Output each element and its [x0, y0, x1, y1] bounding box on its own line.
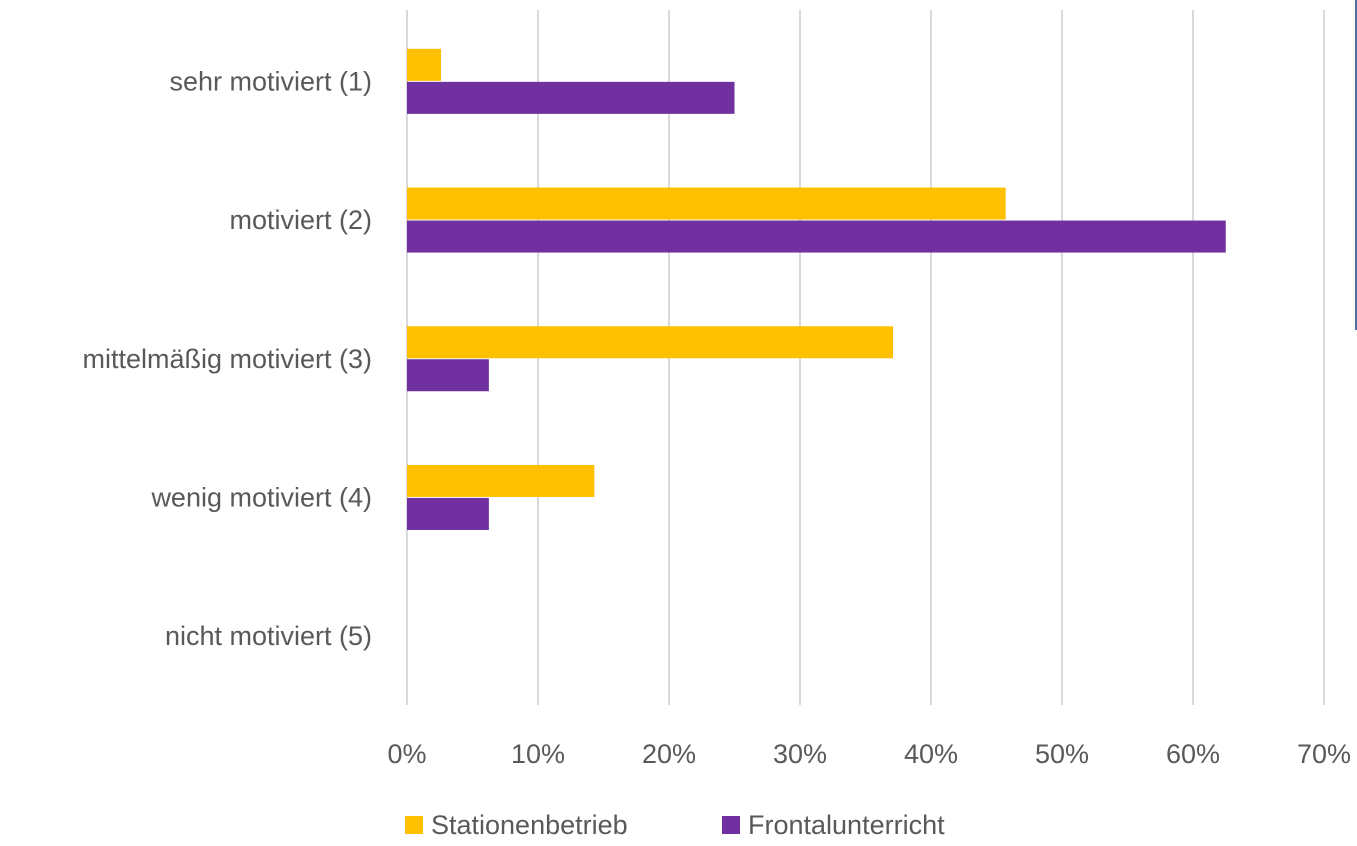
- bar-frontalunterricht: [407, 497, 489, 530]
- category-label: mittelmäßig motiviert (3): [82, 344, 372, 374]
- tick-labels: 0% 10% 20% 30% 40% 50% 60% 70%: [387, 739, 1351, 769]
- category-label: motiviert (2): [229, 205, 372, 235]
- bars: [407, 48, 1226, 530]
- legend-label: Frontalunterricht: [748, 810, 945, 840]
- bar-stationenbetrieb: [407, 48, 442, 81]
- legend-swatch: [722, 816, 740, 834]
- tick-label: 30%: [773, 739, 827, 769]
- legend: Stationenbetrieb Frontalunterricht: [405, 810, 945, 840]
- legend-label: Stationenbetrieb: [431, 810, 628, 840]
- tick-label: 50%: [1035, 739, 1089, 769]
- window-edge: [1355, 0, 1357, 330]
- tick-label: 40%: [904, 739, 958, 769]
- tick-label: 0%: [387, 739, 426, 769]
- category-label: sehr motiviert (1): [169, 66, 372, 96]
- bar-stationenbetrieb: [407, 187, 1006, 220]
- tick-label: 20%: [642, 739, 696, 769]
- bar-stationenbetrieb: [407, 464, 595, 497]
- bar-frontalunterricht: [407, 81, 735, 114]
- legend-swatch: [405, 816, 423, 834]
- tick-label: 70%: [1297, 739, 1351, 769]
- category-label: nicht motiviert (5): [165, 621, 372, 651]
- bar-stationenbetrieb: [407, 326, 894, 359]
- tick-label: 10%: [511, 739, 565, 769]
- category-labels: sehr motiviert (1) motiviert (2) mittelmäß…: [82, 66, 372, 651]
- category-label: wenig motiviert (4): [150, 482, 372, 512]
- bar-frontalunterricht: [407, 220, 1226, 253]
- bar-frontalunterricht: [407, 359, 489, 392]
- tick-label: 60%: [1166, 739, 1220, 769]
